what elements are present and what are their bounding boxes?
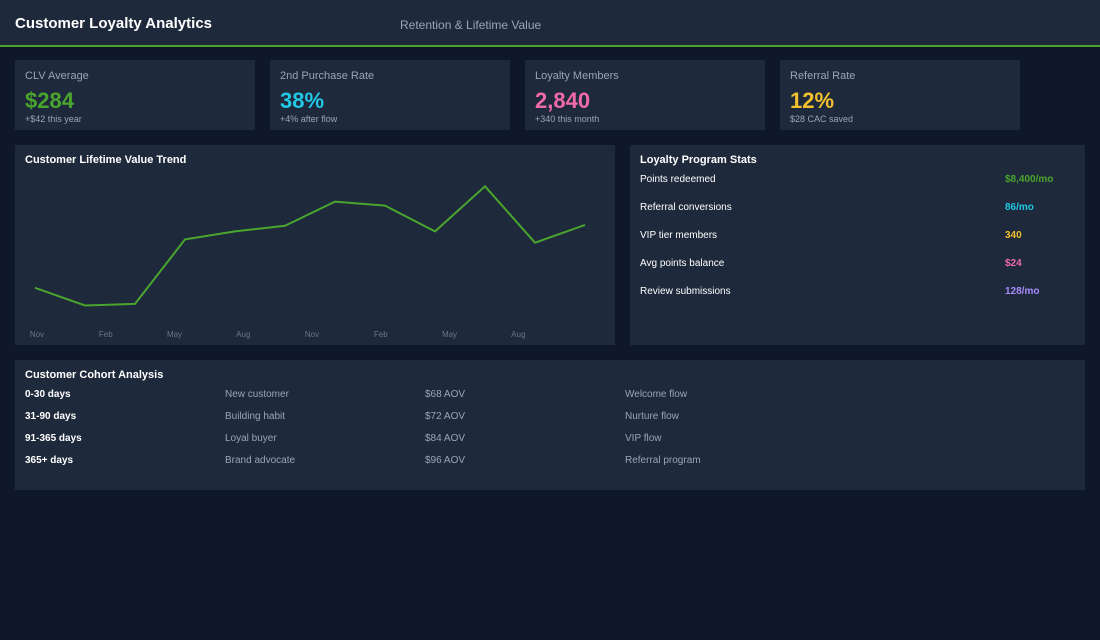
- kpi-card-clv: CLV Average $284 +$42 this year: [15, 60, 255, 130]
- stat-row-vip-tier: VIP tier members 340: [640, 230, 1075, 246]
- cohort-row: 0-30 days New customer $68 AOV Welcome f…: [25, 389, 1075, 405]
- kpi-subtext: +340 this month: [535, 114, 600, 124]
- stat-row-avg-points: Avg points balance $24: [640, 258, 1075, 274]
- panel-title: Customer Cohort Analysis: [25, 369, 164, 381]
- kpi-value: 2,840: [535, 88, 591, 113]
- cohort-aov: $72 AOV: [425, 411, 466, 422]
- cohort-range: 365+ days: [25, 455, 74, 466]
- cohort-panel: Customer Cohort Analysis 0-30 days New c…: [15, 360, 1085, 490]
- cohort-range: 0-30 days: [25, 389, 71, 400]
- x-tick-label: Nov: [30, 330, 44, 339]
- kpi-label: Referral Rate: [790, 70, 856, 82]
- stat-value: 86/mo: [1005, 202, 1034, 213]
- stat-row-points-redeemed: Points redeemed $8,400/mo: [640, 174, 1075, 190]
- cohort-flow: VIP flow: [625, 433, 662, 444]
- cohort-stage: Brand advocate: [225, 455, 296, 466]
- panel-title: Loyalty Program Stats: [640, 154, 757, 166]
- stat-row-referral-conversions: Referral conversions 86/mo: [640, 202, 1075, 218]
- cohort-range: 91-365 days: [25, 433, 82, 444]
- kpi-value: 38%: [280, 88, 325, 113]
- stat-label: Avg points balance: [640, 258, 725, 269]
- cohort-flow: Referral program: [625, 455, 701, 466]
- stat-value: $8,400/mo: [1005, 174, 1054, 185]
- stat-label: Review submissions: [640, 286, 731, 297]
- kpi-value: 12%: [790, 88, 835, 113]
- cohort-stage: New customer: [225, 389, 289, 400]
- kpi-label: 2nd Purchase Rate: [280, 70, 375, 82]
- stat-value: $24: [1005, 258, 1022, 269]
- series-line-0: [34, 184, 586, 307]
- kpi-subtext: +$42 this year: [25, 114, 82, 124]
- cohort-row: 365+ days Brand advocate $96 AOV Referra…: [25, 455, 1075, 471]
- kpi-label: Loyalty Members: [535, 70, 619, 82]
- panel-title: Customer Lifetime Value Trend: [25, 154, 187, 166]
- kpi-card-referral-rate: Referral Rate 12% $28 CAC saved: [780, 60, 1020, 130]
- stat-row-review-submissions: Review submissions 128/mo: [640, 286, 1075, 302]
- kpi-label: CLV Average: [25, 70, 89, 82]
- x-tick-label: Aug: [511, 330, 525, 339]
- kpi-card-loyalty-members: Loyalty Members 2,840 +340 this month: [525, 60, 765, 130]
- cohort-flow: Nurture flow: [625, 411, 679, 422]
- page-title: Customer Loyalty Analytics: [15, 15, 212, 32]
- loyalty-stats-panel: Loyalty Program Stats Points redeemed $8…: [630, 145, 1085, 345]
- x-tick-label: Nov: [305, 330, 319, 339]
- x-tick-label: Feb: [374, 330, 388, 339]
- stat-label: Points redeemed: [640, 174, 716, 185]
- stat-label: Referral conversions: [640, 202, 732, 213]
- x-tick-label: May: [167, 330, 182, 339]
- x-tick-label: Aug: [236, 330, 250, 339]
- cohort-flow: Welcome flow: [625, 389, 688, 400]
- header-bar: Customer Loyalty Analytics Retention & L…: [0, 0, 1100, 47]
- cohort-aov: $84 AOV: [425, 433, 466, 444]
- stat-label: VIP tier members: [640, 230, 718, 241]
- cohort-row: 31-90 days Building habit $72 AOV Nurtur…: [25, 411, 1075, 427]
- stat-value: 128/mo: [1005, 286, 1040, 297]
- cohort-stage: Building habit: [225, 411, 286, 422]
- stat-value: 340: [1005, 230, 1022, 241]
- cohort-range: 31-90 days: [25, 411, 77, 422]
- clv-trend-chart: Nov Feb May Aug Nov Feb May Aug: [30, 184, 586, 339]
- clv-trend-panel: Customer Lifetime Value Trend Nov Feb May A…: [15, 145, 615, 345]
- page-subtitle: Retention & Lifetime Value: [400, 18, 542, 32]
- kpi-subtext: $28 CAC saved: [790, 114, 854, 124]
- cohort-aov: $68 AOV: [425, 389, 466, 400]
- kpi-subtext: +4% after flow: [280, 114, 338, 124]
- cohort-aov: $96 AOV: [425, 455, 466, 466]
- x-tick-label: May: [442, 330, 457, 339]
- x-tick-label: Feb: [99, 330, 113, 339]
- cohort-row: 91-365 days Loyal buyer $84 AOV VIP flow: [25, 433, 1075, 449]
- cohort-stage: Loyal buyer: [225, 433, 277, 444]
- kpi-value: $284: [25, 88, 74, 113]
- kpi-card-second-purchase: 2nd Purchase Rate 38% +4% after flow: [270, 60, 510, 130]
